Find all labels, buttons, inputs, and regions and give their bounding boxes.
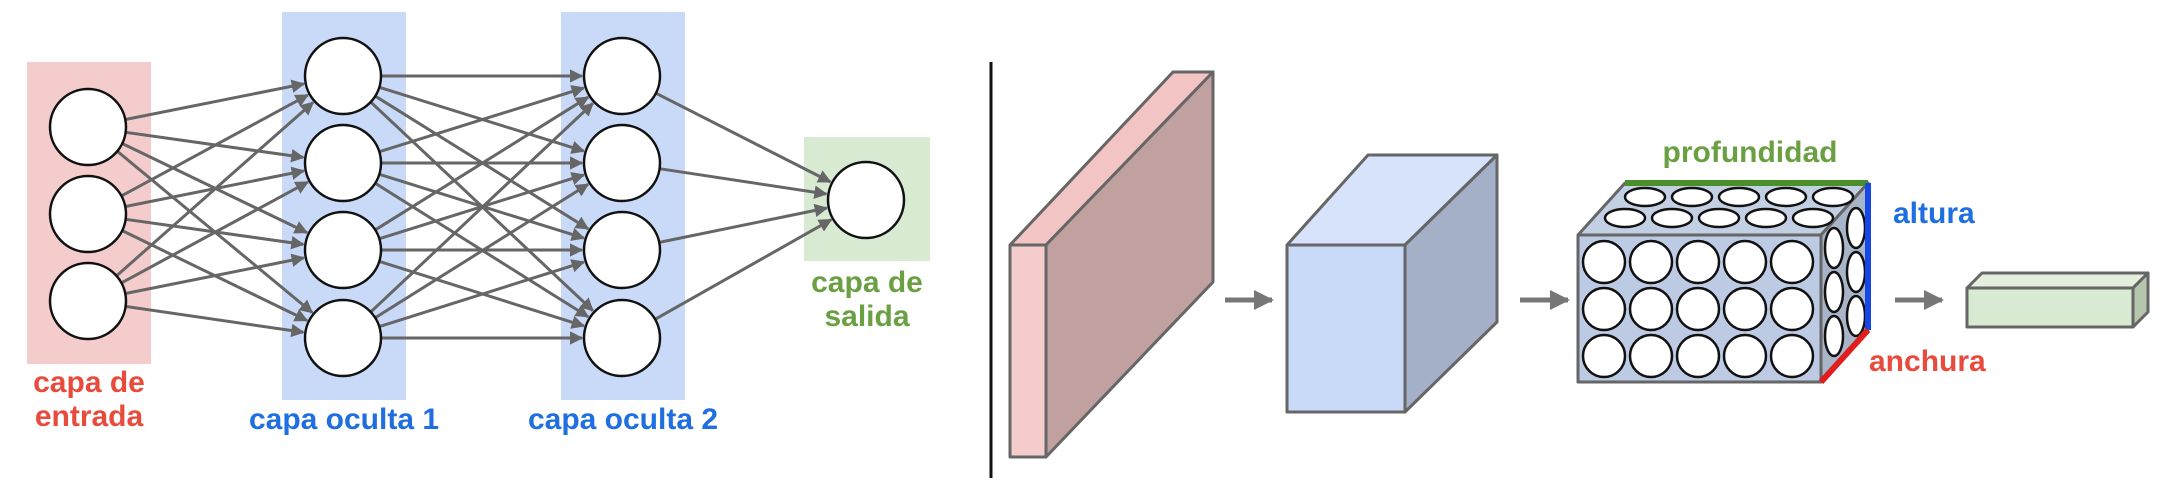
- hidden-volume: [1285, 153, 1499, 414]
- volume-neuron-side-1-1: [1845, 250, 1867, 294]
- volume-neuron-front-1-0: [1581, 286, 1627, 332]
- neuron-layer1-3: [303, 298, 383, 378]
- volume-neuron-side-1-0: [1845, 206, 1867, 250]
- volume-neuron-front-2-3: [1722, 333, 1768, 379]
- input-layer-label-line-2: entrada: [34, 400, 144, 433]
- volume-neurons: [1581, 186, 1867, 379]
- output-layer-label: capa de salida: [797, 266, 937, 334]
- volume-neuron-top-0-2: [1697, 207, 1741, 229]
- volume-neuron-front-0-0: [1581, 239, 1627, 285]
- volume-neuron-front-2-0: [1581, 333, 1627, 379]
- connection-1-1-0: [378, 85, 586, 154]
- connection-0-2-1: [120, 180, 310, 285]
- input-layer-label-line-1: capa de: [33, 366, 145, 399]
- volume-neuron-top-0-0: [1603, 207, 1647, 229]
- volume-neuron-top-1-1: [1670, 186, 1714, 208]
- connection-1-3-1: [374, 182, 590, 320]
- connection-0-2-3: [125, 304, 305, 338]
- depth-label: profundidad: [1662, 136, 1838, 169]
- volume-neuron-front-0-3: [1722, 239, 1768, 285]
- connection-2-1-0: [659, 167, 828, 199]
- volume-pipeline: [1008, 70, 2150, 459]
- volume-neuron-side-0-0: [1823, 226, 1845, 270]
- volume-neuron-side-0-1: [1823, 270, 1845, 314]
- neuron-layer3-0: [826, 160, 906, 240]
- connection-1-3-0: [369, 102, 594, 314]
- volume-neuron-front-0-1: [1628, 239, 1674, 285]
- neuron-layer0-1: [48, 174, 128, 254]
- volume-neuron-front-1-3: [1722, 286, 1768, 332]
- neuron-layer0-2: [48, 261, 128, 341]
- connection-0-2-2: [124, 253, 306, 296]
- output-volume: [1965, 271, 2150, 329]
- volume-neuron-side-1-2: [1845, 294, 1867, 338]
- volume-neuron-top-1-3: [1764, 186, 1808, 208]
- volume-neuron-front-0-4: [1769, 239, 1815, 285]
- neuron-layer0-0: [48, 87, 128, 167]
- neuron-volume: [1576, 180, 1871, 385]
- height-label: altura: [1893, 197, 1975, 230]
- connection-0-1-0: [120, 93, 310, 198]
- volume-neuron-top-0-4: [1791, 207, 1835, 229]
- neuron-layer1-2: [303, 210, 383, 290]
- volume-neuron-front-2-1: [1628, 333, 1674, 379]
- hidden-layer-2-label: capa oculta 2: [527, 403, 719, 436]
- volume-neuron-front-1-4: [1769, 286, 1815, 332]
- connection-2-2-0: [658, 203, 829, 244]
- output-layer-label-line-2: salida: [824, 300, 910, 333]
- volume-neuron-front-1-1: [1628, 286, 1674, 332]
- input-layer-label: capa de entrada: [28, 366, 150, 434]
- connection-2-3-0: [654, 218, 833, 321]
- neurons: [48, 36, 906, 378]
- volume-neuron-front-2-4: [1769, 333, 1815, 379]
- neuron-layer2-2: [582, 210, 662, 290]
- volume-neuron-top-1-2: [1717, 186, 1761, 208]
- connection-1-3-2: [378, 259, 586, 328]
- width-label: anchura: [1869, 345, 1986, 378]
- hidden-layer-1-label: capa oculta 1: [248, 403, 440, 436]
- width-line: [1818, 327, 1871, 385]
- volume-neuron-front-0-2: [1675, 239, 1721, 285]
- output-layer-label-line-1: capa de: [811, 266, 923, 299]
- connection-0-0-0: [124, 79, 306, 122]
- volume-neuron-front-2-2: [1675, 333, 1721, 379]
- neuron-layer1-0: [303, 36, 383, 116]
- neural-network: [27, 12, 930, 400]
- volume-neuron-top-0-3: [1744, 207, 1788, 229]
- neuron-layer2-1: [582, 123, 662, 203]
- connections: [115, 69, 833, 345]
- neuron-layer2-3: [582, 298, 662, 378]
- connection-2-0-0: [655, 91, 832, 184]
- input-volume: [1008, 70, 1215, 459]
- volume-neuron-top-1-0: [1623, 186, 1667, 208]
- volume-neuron-front-1-2: [1675, 286, 1721, 332]
- volume-neuron-top-0-1: [1650, 207, 1694, 229]
- connection-1-2-0: [374, 95, 590, 232]
- neuron-layer2-0: [582, 36, 662, 116]
- neuron-layer1-1: [303, 123, 383, 203]
- volume-neuron-top-1-4: [1811, 186, 1855, 208]
- connection-0-2-0: [115, 101, 315, 277]
- volume-neuron-side-0-2: [1823, 314, 1845, 358]
